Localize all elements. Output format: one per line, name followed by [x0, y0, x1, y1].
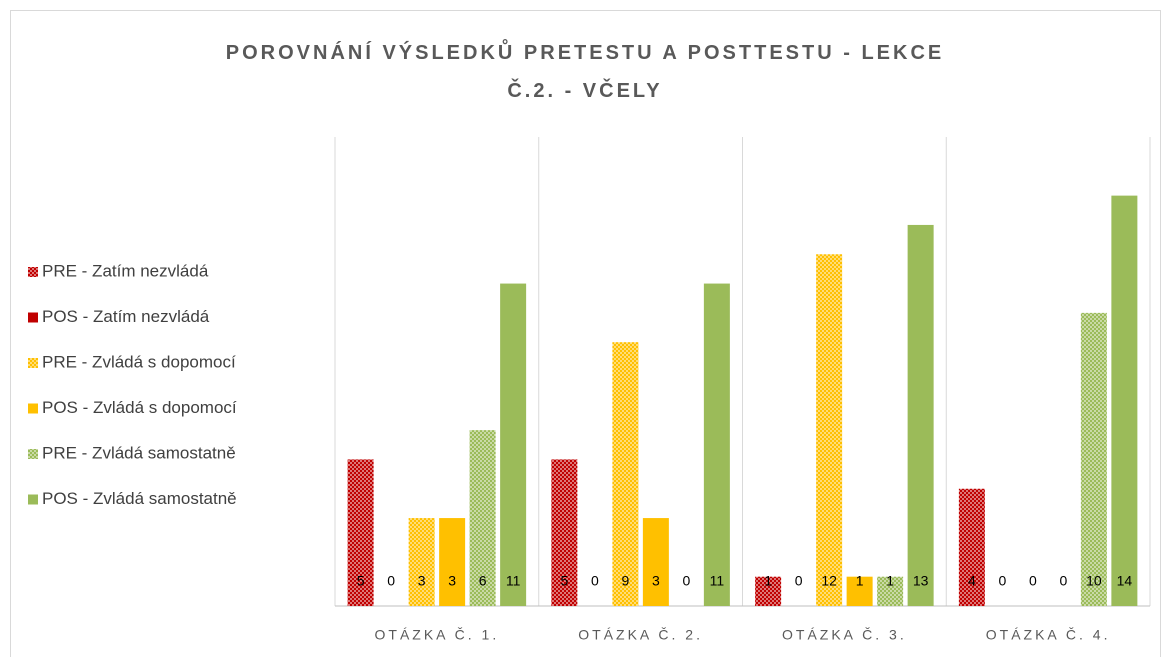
legend-label: PRE - Zvládá samostatně [42, 443, 236, 462]
bar [439, 518, 466, 606]
bar [347, 459, 374, 606]
legend-swatch [28, 403, 38, 414]
legend-label: PRE - Zvládá s dopomocí [42, 352, 236, 371]
data-label: 4 [968, 573, 976, 589]
bar [907, 224, 934, 606]
data-label: 1 [764, 573, 772, 589]
data-label: 0 [1059, 573, 1067, 589]
x-tick-label: OTÁZKA Č. 1. [375, 627, 500, 643]
bar [816, 254, 843, 606]
data-label: 11 [506, 573, 521, 589]
bar [408, 518, 435, 606]
bar [703, 283, 730, 606]
bar [500, 283, 527, 606]
legend-swatch [28, 358, 38, 368]
bar [877, 576, 904, 606]
data-label: 3 [652, 573, 660, 589]
data-label: 0 [682, 573, 690, 589]
data-label: 1 [856, 573, 864, 589]
data-label: 5 [357, 573, 365, 589]
data-label: 0 [998, 573, 1006, 589]
data-label: 5 [560, 573, 568, 589]
bar [846, 576, 873, 606]
bar [612, 342, 639, 606]
chart-frame [10, 10, 1161, 657]
legend-swatch [28, 449, 38, 459]
data-label: 0 [795, 573, 803, 589]
bar [1080, 312, 1107, 606]
data-label: 0 [591, 573, 599, 589]
legend-swatch [28, 267, 38, 277]
data-label: 11 [710, 573, 725, 589]
data-label: 0 [1029, 573, 1037, 589]
chart-title: POROVNÁNÍ VÝSLEDKŮ PRETESTU A POSTTESTU … [225, 42, 945, 102]
x-tick-label: OTÁZKA Č. 4. [986, 627, 1111, 643]
bar [642, 518, 669, 606]
legend-label: PRE - Zatím nezvládá [42, 261, 209, 280]
bar [958, 488, 985, 606]
bar [551, 459, 578, 606]
legend-swatch [28, 312, 38, 323]
bar [755, 576, 782, 606]
x-tick-label: OTÁZKA Č. 3. [782, 627, 907, 643]
legend-label: POS - Zvládá s dopomocí [42, 398, 237, 417]
data-label: 3 [448, 573, 456, 589]
data-label: 0 [387, 573, 395, 589]
data-label: 1 [886, 573, 894, 589]
data-label: 12 [821, 573, 837, 589]
bar [469, 430, 496, 606]
data-label: 6 [479, 573, 487, 589]
data-label: 14 [1117, 573, 1133, 589]
x-tick-label: OTÁZKA Č. 2. [578, 627, 703, 643]
legend-label: POS - Zvládá samostatně [42, 489, 237, 508]
bar [1111, 195, 1138, 606]
data-label: 9 [621, 573, 629, 589]
legend-label: POS - Zatím nezvládá [42, 307, 210, 326]
data-label: 10 [1086, 573, 1102, 589]
data-label: 3 [418, 573, 426, 589]
legend-swatch [28, 494, 38, 505]
data-label: 13 [913, 573, 929, 589]
